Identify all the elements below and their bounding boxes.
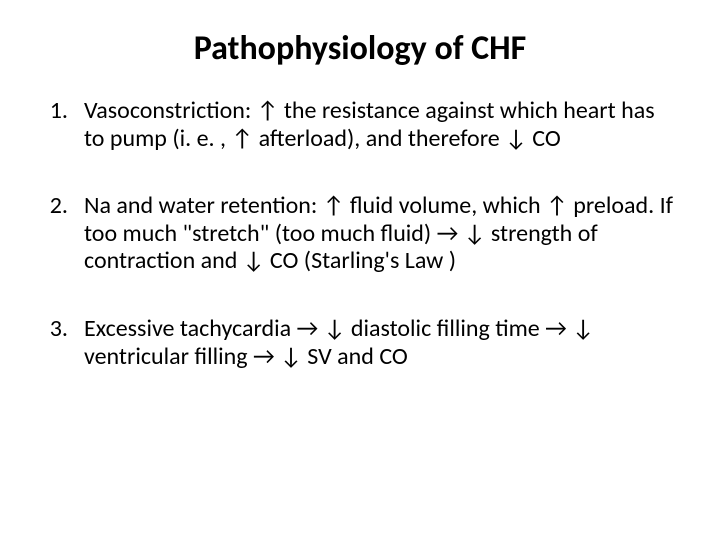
list-number: 1. xyxy=(40,97,84,152)
list-item: 2. Na and water retention: ↑ fluid volum… xyxy=(40,192,680,275)
list-number: 2. xyxy=(40,192,84,275)
list-text: Excessive tachycardia → ↓ diastolic fill… xyxy=(84,315,680,370)
slide-title: Pathophysiology of CHF xyxy=(40,28,680,69)
list-text: Na and water retention: ↑ fluid volume, … xyxy=(84,192,680,275)
numbered-list: 1. Vasoconstriction: ↑ the resistance ag… xyxy=(40,97,680,370)
list-number: 3. xyxy=(40,315,84,370)
list-item: 1. Vasoconstriction: ↑ the resistance ag… xyxy=(40,97,680,152)
list-item: 3. Excessive tachycardia → ↓ diastolic f… xyxy=(40,315,680,370)
list-text: Vasoconstriction: ↑ the resistance again… xyxy=(84,97,680,152)
